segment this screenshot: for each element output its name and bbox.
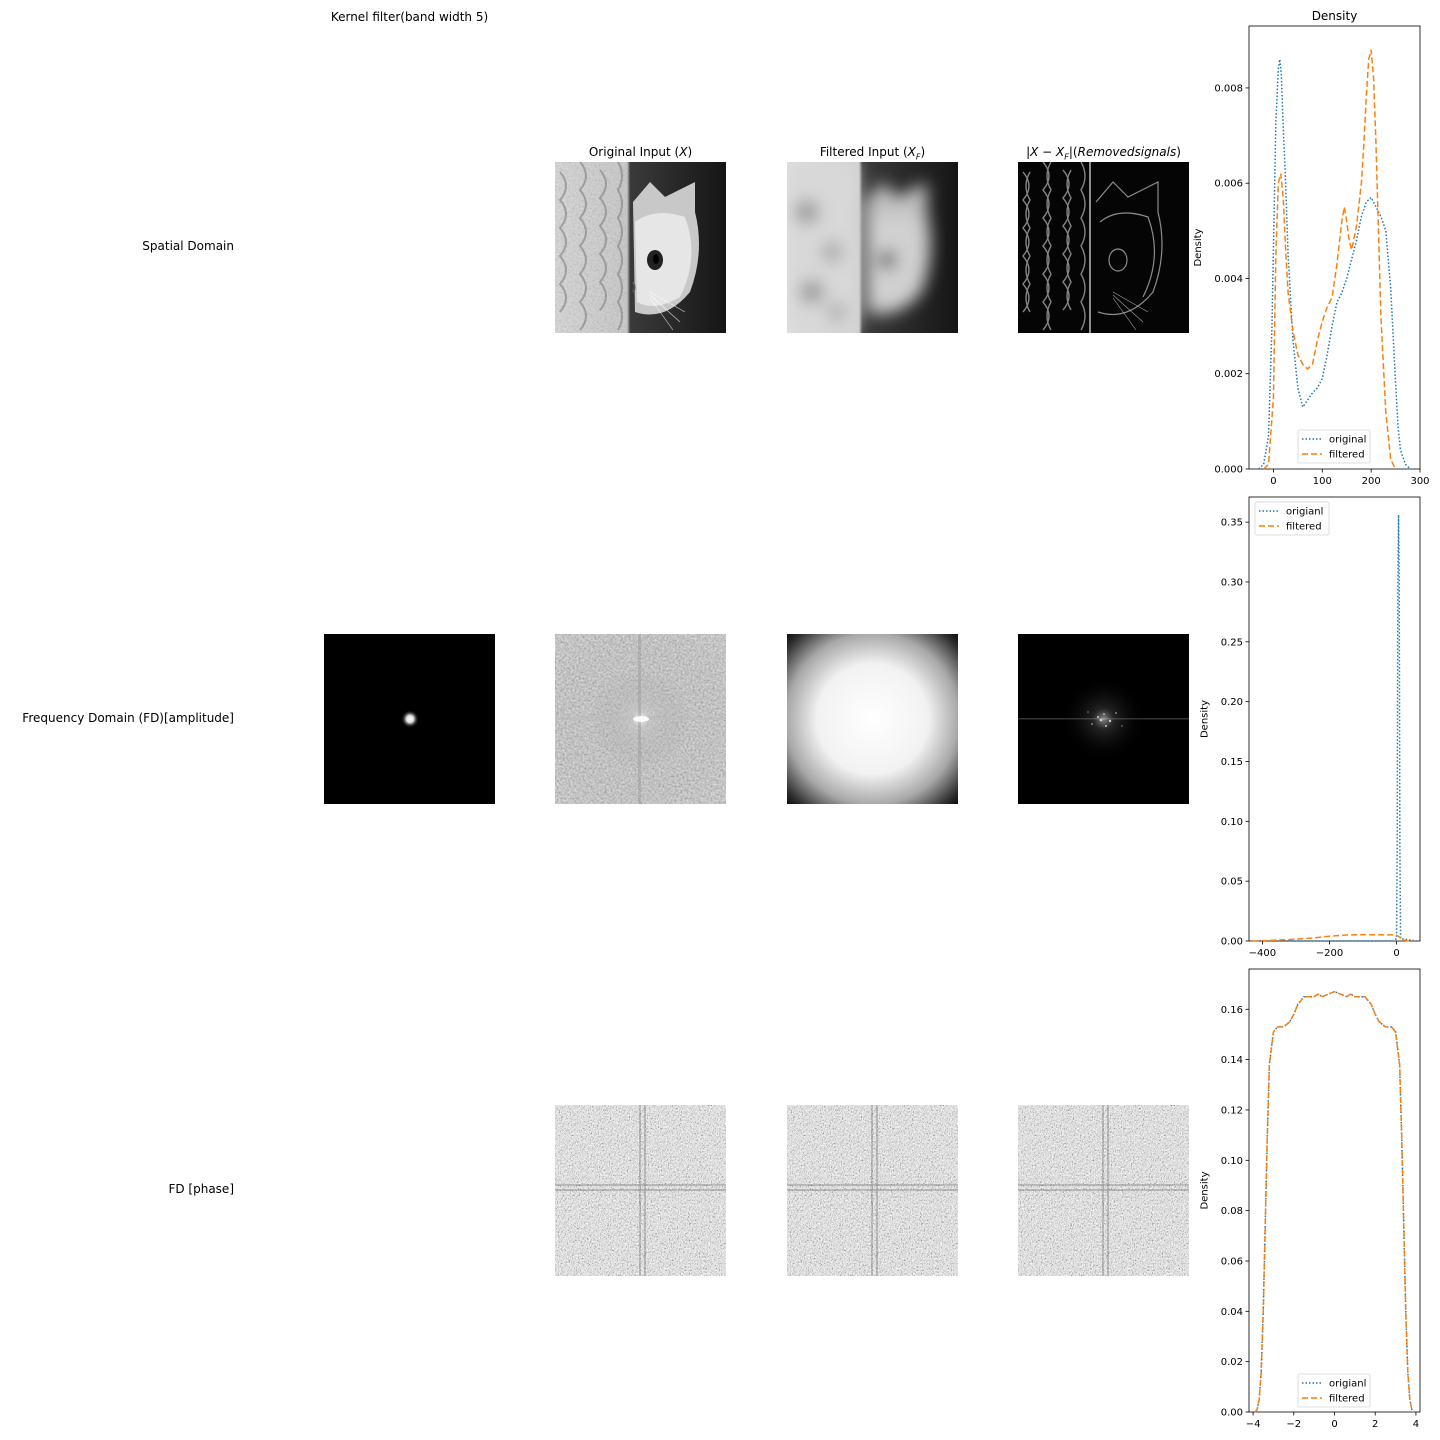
row-label-amplitude: Frequency Domain (FD)[amplitude] [22,711,234,725]
chart-1-ytick-label: 0.05 [1221,877,1243,888]
chart-1-ytick-label: 0.10 [1221,817,1243,828]
chart-2-legend-label: filtered [1329,1394,1365,1405]
chart-2-ytick-label: 0.16 [1221,1005,1243,1016]
chart-0-ylabel: Density [1193,228,1204,266]
chart-0-ytick-label: 0.004 [1214,274,1243,285]
filtered-phase-image [787,1105,958,1276]
row-label-spatial: Spatial Domain [142,239,234,253]
chart-1-xtick-label: 0 [1393,948,1399,959]
chart-1-xtick-label: −200 [1316,948,1343,959]
chart-2-ytick-label: 0.14 [1221,1055,1243,1066]
original-phase-image [555,1105,726,1276]
row-label-phase: FD [phase] [168,1182,234,1196]
chart-1-series-origianl-line [1255,514,1417,942]
chart-2-xtick-label: 0 [1331,1419,1337,1430]
chart-2-legend-label: origianl [1329,1379,1366,1390]
chart-1-ytick-label: 0.00 [1221,937,1243,948]
chart-1-legend-label: origianl [1286,507,1323,518]
chart-1-ytick-label: 0.30 [1221,577,1243,588]
removed-phase-image [1018,1105,1189,1276]
chart-0-xtick-label: 300 [1410,476,1429,487]
chart-2-xtick-label: 4 [1413,1419,1419,1430]
chart-2-ytick-label: 0.04 [1221,1307,1243,1318]
title-original: Original Input (X) [588,145,693,159]
filtered-amplitude-image [787,634,958,804]
chart-2-ylabel: Density [1199,1171,1210,1209]
chart-0-series-original-line [1258,59,1411,470]
chart-0-xtick-label: 0 [1270,476,1276,487]
title-kernel: Kernel filter(band width 5) [330,10,489,24]
original-amplitude-image [555,634,726,804]
chart-2-ytick-label: 0.06 [1221,1256,1243,1267]
chart-0-title: Density [1312,9,1358,23]
chart-0-ytick-label: 0.006 [1214,179,1243,190]
kernel-amplitude-image [324,634,495,804]
chart-2-xtick-label: 2 [1372,1419,1378,1430]
chart-2-frame [1248,968,1421,1413]
chart-0-frame [1248,25,1421,470]
chart-2-ytick-label: 0.00 [1221,1408,1243,1419]
chart-0-ytick-label: 0.002 [1214,369,1243,380]
chart-2-xtick-label: −2 [1286,1419,1301,1430]
chart-1-ylabel: Density [1199,700,1210,738]
chart-1-ytick-label: 0.20 [1221,697,1243,708]
title-filtered: Filtered Input (XF) [819,145,926,162]
chart-2-xtick-label: −4 [1246,1419,1261,1430]
chart-2-series-filtered-line [1254,990,1415,1413]
removed-spatial-image [1018,162,1189,333]
chart-0-xtick-label: 100 [1313,476,1332,487]
chart-2-ytick-label: 0.08 [1221,1206,1243,1217]
chart-0-ytick-label: 0.008 [1214,83,1243,94]
chart-1-xtick-label: −400 [1249,948,1276,959]
chart-0-legend-label: filtered [1329,450,1365,461]
chart-1-legend-label: filtered [1286,522,1322,533]
chart-1-ytick-label: 0.15 [1221,757,1243,768]
chart-1-ytick-label: 0.35 [1221,518,1243,529]
chart-1-ytick-label: 0.25 [1221,637,1243,648]
original-spatial-image [555,162,726,333]
chart-0-ytick-label: 0.000 [1214,465,1243,476]
chart-2-ytick-label: 0.10 [1221,1156,1243,1167]
chart-1-frame [1248,496,1421,942]
chart-2-ytick-label: 0.02 [1221,1357,1243,1368]
chart-0-xtick-label: 200 [1362,476,1381,487]
chart-0-series-filtered-line [1263,49,1397,470]
chart-1-series-filtered-line [1252,933,1414,942]
chart-0-legend-label: original [1329,435,1366,446]
title-removed: |X − XF|(Removedsignals) [1026,145,1181,162]
removed-amplitude-image [1018,634,1189,804]
chart-2-ytick-label: 0.12 [1221,1105,1243,1116]
filtered-spatial-image [787,162,958,333]
